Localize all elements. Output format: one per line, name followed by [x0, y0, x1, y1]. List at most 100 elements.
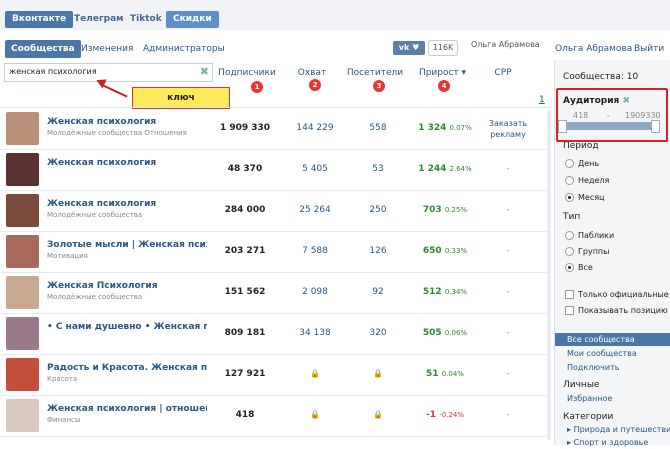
table-row[interactable]: Женская психология Молодёжные сообщества… — [0, 191, 550, 232]
community-name[interactable]: Женская психология — [47, 117, 157, 127]
community-thumbnail[interactable] — [6, 358, 39, 391]
tab-changes[interactable]: Изменения — [81, 44, 134, 54]
community-thumbnail[interactable] — [6, 194, 39, 227]
clear-icon[interactable]: ✖ — [199, 65, 209, 78]
community-thumbnail[interactable] — [6, 276, 39, 309]
logout-link[interactable]: Выйти — [634, 44, 665, 54]
lock-icon: 🔒 — [310, 410, 320, 419]
search-input[interactable] — [5, 64, 193, 79]
community-name[interactable]: Женская психология — [47, 199, 157, 209]
type-label: Тип — [563, 212, 581, 222]
nav-my-communities[interactable]: Мои сообщества — [567, 349, 637, 358]
radio-icon[interactable] — [565, 231, 574, 240]
table-row[interactable]: Женская психология | отношение к лю Фина… — [0, 396, 550, 437]
community-thumbnail[interactable] — [6, 399, 39, 432]
results-table: Женская психология Молодёжные сообщества… — [0, 109, 550, 437]
type-groups[interactable]: Группы — [565, 247, 609, 256]
community-thumbnail[interactable] — [6, 153, 39, 186]
community-name[interactable]: Женская психология | отношение к лю — [47, 404, 207, 414]
nav-favorites[interactable]: Избранное — [567, 394, 613, 403]
lock-icon: 🔒 — [373, 369, 383, 378]
community-name[interactable]: Женская психология — [47, 158, 157, 168]
scrollbar[interactable] — [547, 110, 551, 440]
radio-checked-icon[interactable] — [565, 193, 574, 202]
user-name[interactable]: Ольга Абрамова — [555, 44, 633, 54]
avatar[interactable]: Ольга Абрамова — [471, 40, 540, 49]
subscribers-value: 418 — [235, 410, 255, 420]
type-publics-label: Паблики — [578, 231, 615, 240]
lock-icon: 🔒 — [373, 410, 383, 419]
growth-value: 1 244 2.64% — [410, 164, 480, 174]
audience-slider[interactable] — [558, 120, 660, 133]
checkbox-icon[interactable] — [565, 290, 574, 299]
tab-telegram[interactable]: Телеграм — [74, 14, 124, 24]
tab-discounts[interactable]: Скидки — [166, 11, 219, 28]
slider-handle-min[interactable] — [558, 120, 567, 133]
tab-administrators[interactable]: Администраторы — [143, 44, 225, 54]
search-box[interactable]: ✖ — [4, 63, 213, 82]
period-week[interactable]: Неделя — [565, 176, 609, 185]
radio-icon[interactable] — [565, 247, 574, 256]
range-max: 1909330 — [625, 111, 661, 120]
community-name[interactable]: Женская Психология — [47, 281, 158, 291]
nav-connect[interactable]: Подключить — [567, 363, 620, 372]
table-row[interactable]: Женская психология Молодёжные сообщества… — [0, 109, 550, 150]
official-only[interactable]: Только официальные — [565, 290, 669, 299]
growth-percent: 0.25% — [444, 206, 468, 214]
tab-tiktok[interactable]: Tiktok — [130, 14, 162, 24]
category-nature-travel[interactable]: ▸ Природа и путешествия — [555, 423, 670, 436]
column-growth[interactable]: Прирост ▾ — [418, 68, 467, 78]
type-publics[interactable]: Паблики — [565, 231, 614, 240]
cpp-value: - — [506, 287, 510, 297]
growth-value: 703 0.25% — [410, 205, 480, 215]
table-row[interactable]: Золотые мысли | Женская психология Мотив… — [0, 232, 550, 273]
personal-label: Личные — [563, 380, 600, 390]
annotation-badge-2: 2 — [309, 79, 321, 91]
radio-icon[interactable] — [565, 176, 574, 185]
column-cpp[interactable]: CPP — [494, 68, 512, 78]
cpp-value[interactable]: Заказать рекламу — [488, 119, 528, 139]
table-row[interactable]: Женская психология 48 370 5 405 53 1 244… — [0, 150, 550, 191]
community-thumbnail[interactable] — [6, 317, 39, 350]
show-position[interactable]: Показывать позицию — [565, 306, 668, 315]
tab-vkontakte[interactable]: Вконтакте — [5, 11, 74, 28]
tab-communities[interactable]: Сообщества — [5, 40, 81, 58]
subscribers-value: 284 000 — [224, 205, 266, 215]
keyword-callout: ключ — [132, 87, 230, 109]
community-name[interactable]: • С нами душевно • Женская психоло — [47, 322, 207, 332]
radio-checked-icon[interactable] — [565, 263, 574, 272]
heart-icon: ♥ — [412, 43, 420, 52]
growth-value: 512 0.34% — [410, 287, 480, 297]
audience-highlight — [556, 88, 668, 142]
radio-icon[interactable] — [565, 159, 574, 168]
category-sport-health[interactable]: ▸ Спорт и здоровье — [555, 436, 670, 449]
table-row[interactable]: Радость и Красота. Женская психолог Крас… — [0, 355, 550, 396]
subscribers-value: 151 562 — [224, 287, 266, 297]
period-month[interactable]: Месяц — [565, 193, 604, 202]
nav-all-communities[interactable]: Все сообщества — [555, 333, 670, 346]
community-name[interactable]: Радость и Красота. Женская психолог — [47, 363, 207, 373]
vk-share-button[interactable]: vk ♥ — [393, 41, 425, 55]
column-visitors[interactable]: Посетители — [346, 68, 404, 78]
growth-count: 1 244 — [418, 164, 447, 174]
audience-clear-icon[interactable]: ✖ — [622, 96, 631, 106]
growth-count: 650 — [422, 246, 442, 256]
community-name[interactable]: Золотые мысли | Женская психология — [47, 240, 207, 250]
page-number[interactable]: 1 — [539, 95, 545, 105]
table-row[interactable]: • С нами душевно • Женская психоло 809 1… — [0, 314, 550, 355]
period-day[interactable]: День — [565, 159, 599, 168]
cpp-value: - — [506, 369, 510, 379]
visitors-value: 92 — [372, 287, 384, 297]
column-subscribers[interactable]: Подписчики — [218, 68, 276, 78]
checkbox-icon[interactable] — [565, 306, 574, 315]
type-all[interactable]: Все — [565, 263, 593, 272]
growth-value: 505 0.06% — [410, 328, 480, 338]
audience-label-text: Аудитория — [563, 96, 620, 106]
community-thumbnail[interactable] — [6, 112, 39, 145]
growth-count: -1 — [426, 410, 437, 420]
column-reach[interactable]: Охват — [297, 68, 327, 78]
community-thumbnail[interactable] — [6, 235, 39, 268]
slider-handle-max[interactable] — [651, 120, 660, 133]
table-row[interactable]: Женская Психология Молодёжные сообщества… — [0, 273, 550, 314]
reach-value: 34 138 — [299, 328, 331, 338]
